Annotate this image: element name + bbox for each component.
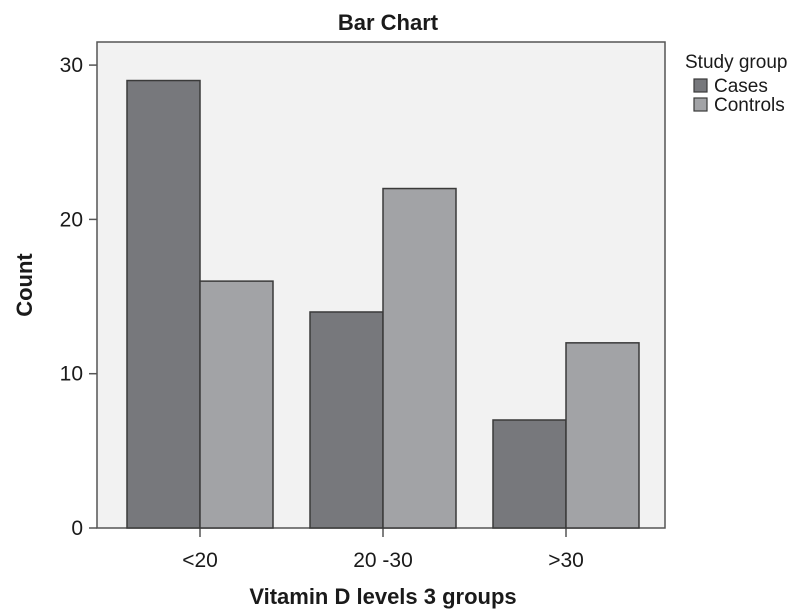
bar-controls-2 <box>565 342 640 529</box>
y-tick-label: 20 <box>60 208 83 231</box>
y-tick-label: 10 <box>60 363 83 386</box>
y-axis: 0 10 20 30 <box>60 54 97 540</box>
bar-controls-0 <box>199 280 274 529</box>
y-tick-label: 30 <box>60 54 83 77</box>
x-tick-label: >30 <box>548 549 584 572</box>
chart-title: Bar Chart <box>338 10 439 35</box>
bar-controls-1 <box>382 187 457 529</box>
legend-title: Study group <box>685 52 787 73</box>
bars <box>126 79 640 529</box>
x-axis: <20 20 -30 >30 <box>182 528 584 572</box>
y-tick-label: 0 <box>71 517 83 540</box>
legend-label-cases: Cases <box>714 76 768 97</box>
x-tick-label: 20 -30 <box>353 549 413 572</box>
bar-cases-1 <box>309 311 384 529</box>
bar-cases-0 <box>126 79 201 529</box>
y-axis-title: Count <box>12 253 37 317</box>
legend-label-controls: Controls <box>714 95 785 116</box>
legend-swatch-cases <box>693 78 708 93</box>
x-tick-label: <20 <box>182 549 218 572</box>
bar-cases-2 <box>492 419 567 529</box>
legend-swatch-controls <box>693 97 708 112</box>
x-axis-title: Vitamin D levels 3 groups <box>249 584 516 609</box>
